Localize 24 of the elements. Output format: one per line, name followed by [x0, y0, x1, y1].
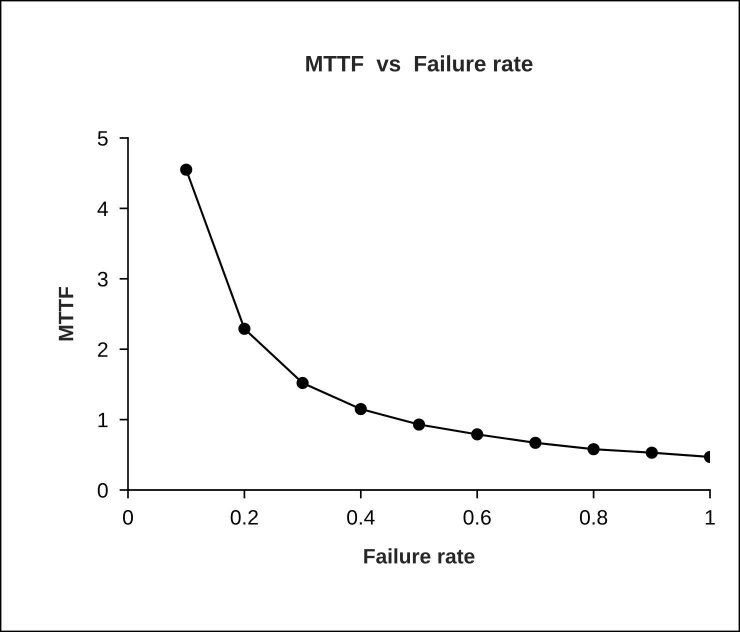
point	[180, 164, 192, 176]
y-tick-label: 2	[98, 342, 108, 357]
y-axis-title: MTTF	[58, 286, 74, 340]
point	[238, 322, 250, 335]
point	[354, 402, 367, 416]
point	[296, 376, 309, 390]
x-axis-title: Failure rate	[364, 548, 474, 564]
x-tick-label: 0.4	[347, 510, 375, 525]
y-tick-label: 5	[98, 131, 108, 146]
x-tick-label: 0.2	[230, 510, 258, 525]
x-tick-label: 0.8	[580, 510, 608, 525]
y-tick-label: 1	[98, 412, 108, 428]
y-tick-label: 0	[98, 483, 108, 498]
point	[588, 443, 600, 456]
point	[646, 446, 658, 459]
y-tick-label: 4	[97, 202, 108, 216]
point	[529, 436, 542, 449]
point	[412, 418, 426, 431]
y-tick-label: 3	[98, 272, 108, 287]
x-tick-label: 1	[706, 510, 715, 525]
x-tick-label: 0	[123, 510, 133, 525]
x-tick-label: 0.6	[464, 510, 491, 525]
chart-title: MTTF vs Failure rate	[306, 55, 532, 72]
point	[471, 428, 484, 440]
